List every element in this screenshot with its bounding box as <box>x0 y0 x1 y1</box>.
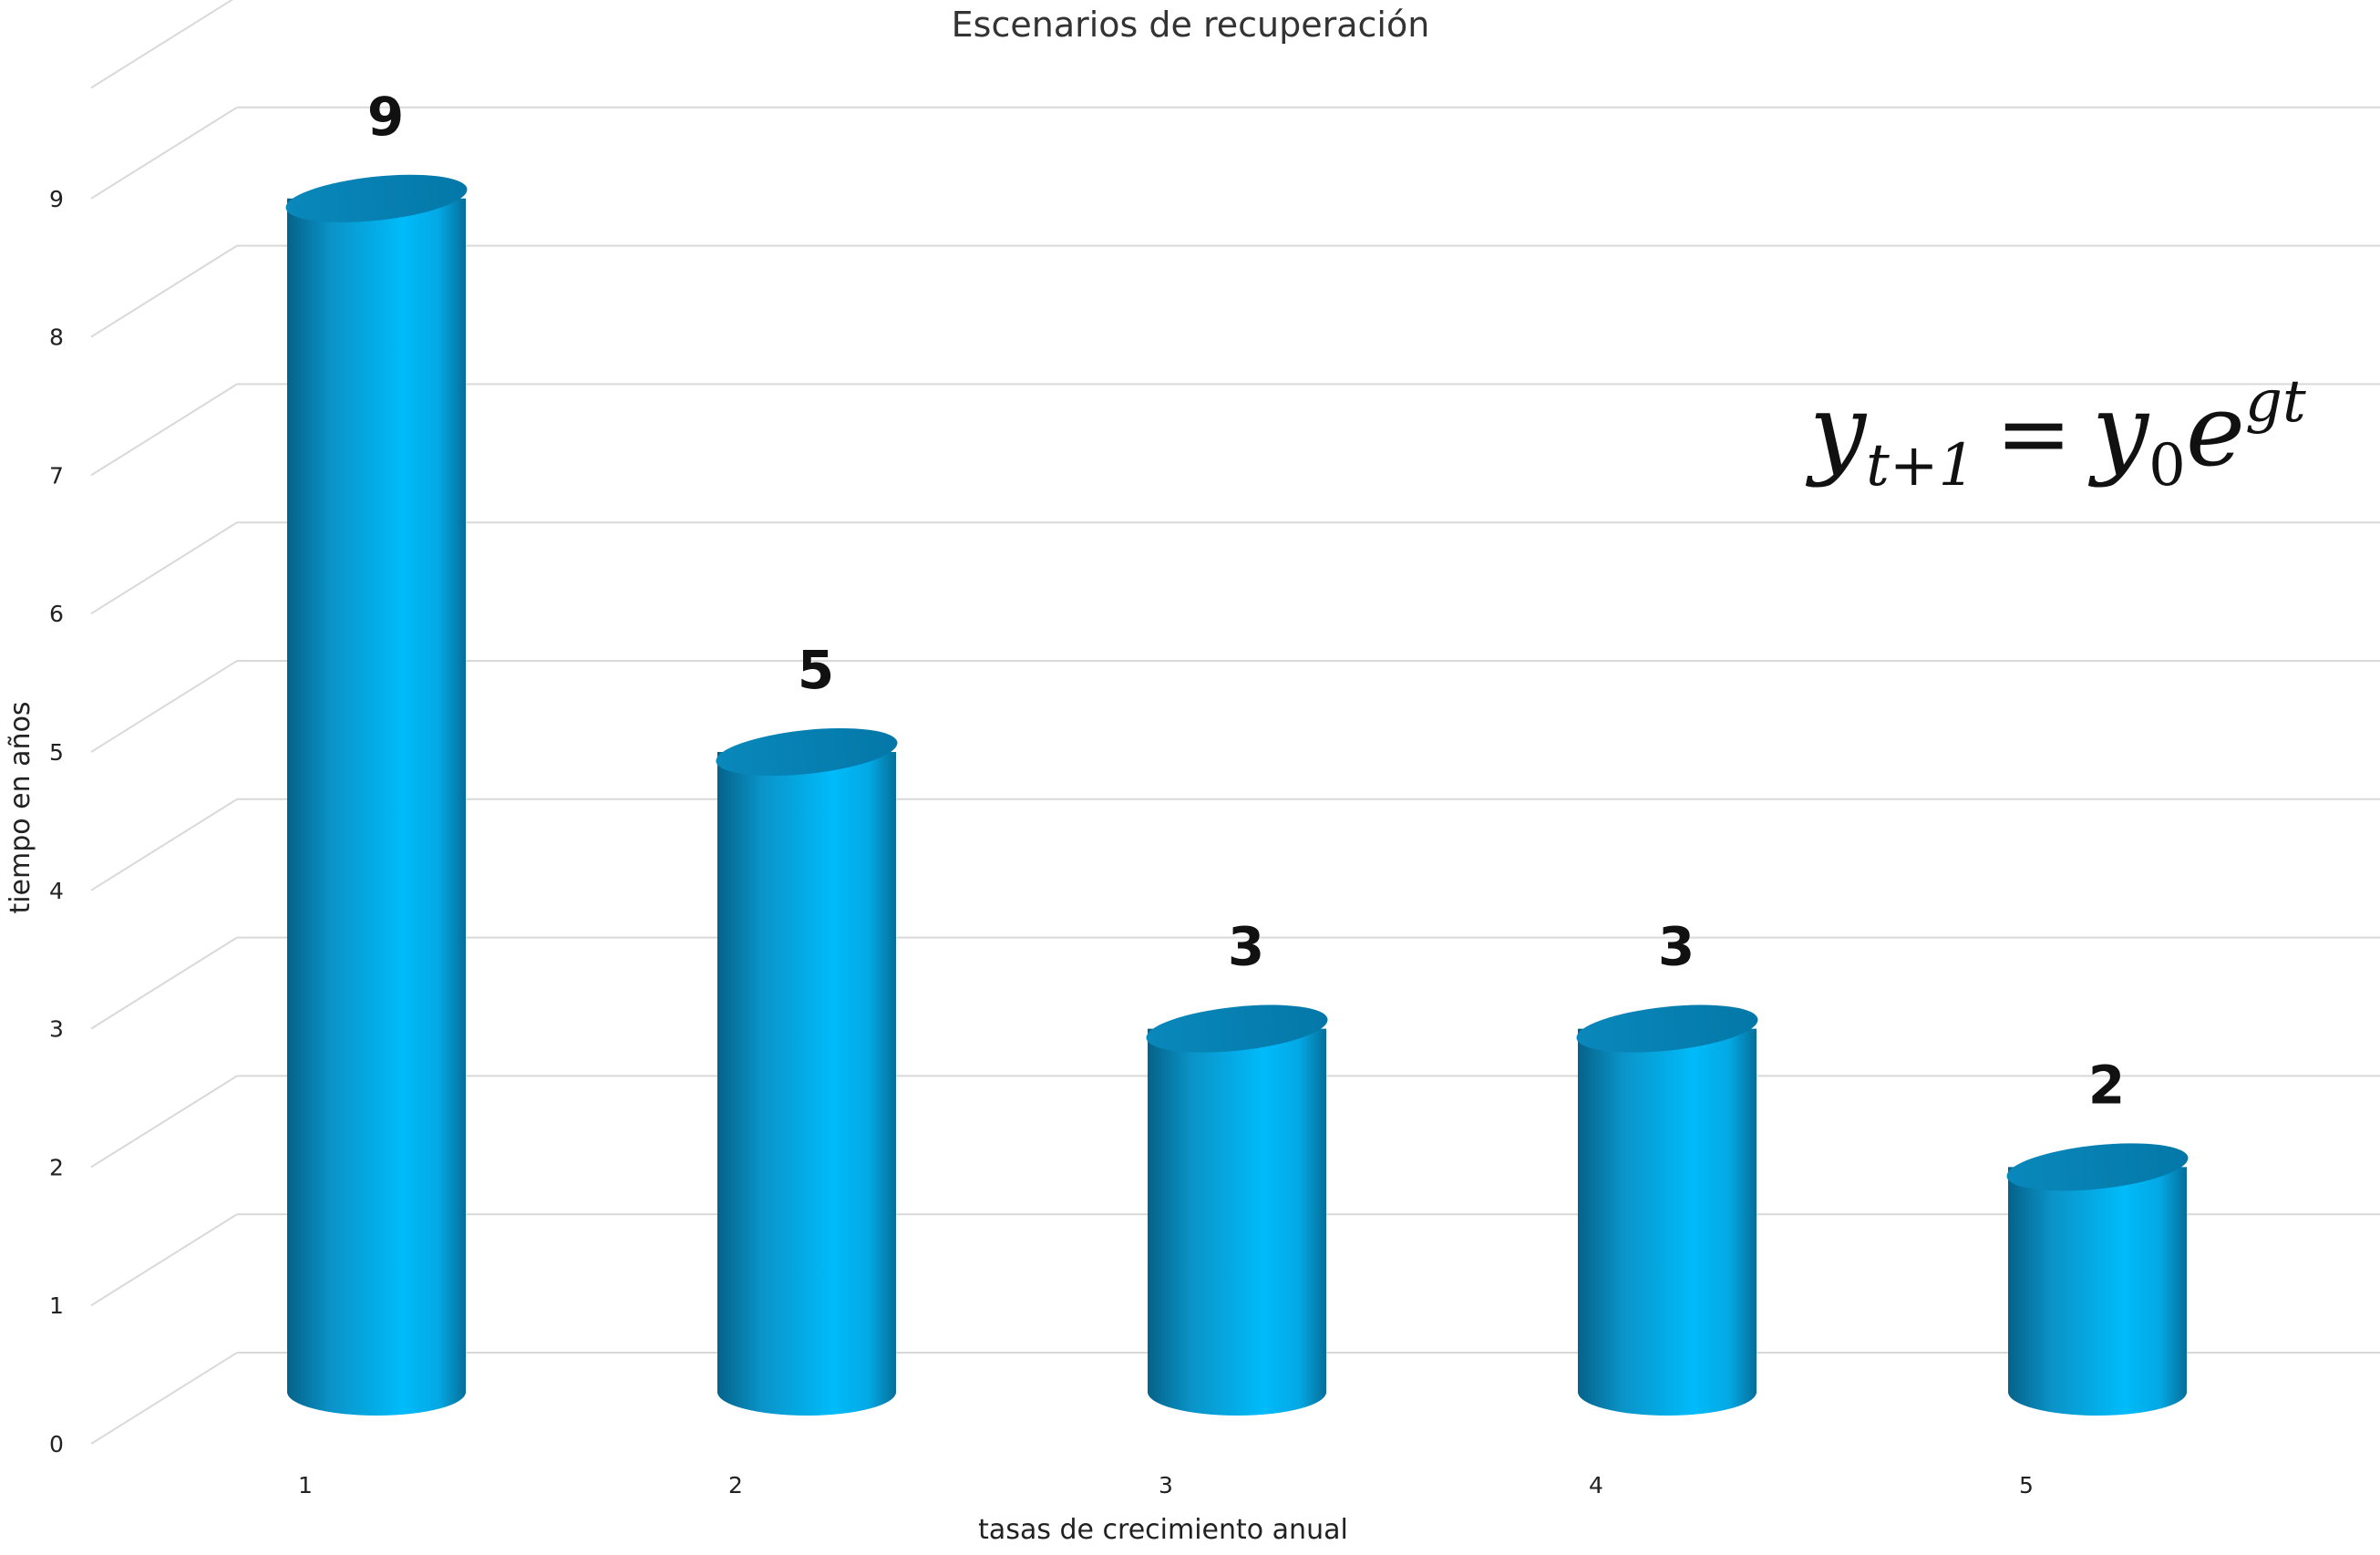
gridline-diagonal-7 <box>90 383 238 477</box>
gridline-diagonal-2 <box>90 1075 238 1169</box>
gridline-diagonal-top <box>90 0 234 89</box>
y-tick-label-2: 2 <box>49 1154 64 1180</box>
y-axis-title: tiempo en años <box>5 701 36 913</box>
gridline-diagonal-5 <box>90 660 238 753</box>
bar-top-4 <box>1576 1004 1758 1053</box>
gridline-diagonal-9 <box>90 106 238 200</box>
bar-body-3 <box>1148 1028 1326 1416</box>
bar-top-5 <box>2006 1143 2189 1191</box>
bars <box>285 174 2189 1416</box>
y-tick-label-4: 4 <box>49 878 64 904</box>
data-label-4: 3 <box>1658 916 1695 978</box>
y-tick-label-5: 5 <box>49 739 64 766</box>
gridline-diagonal-1 <box>90 1213 238 1307</box>
data-labels: 9 5 3 3 2 <box>367 86 2125 1117</box>
growth-formula: yt+1 = y0egt <box>1805 368 2306 499</box>
bar-1 <box>285 174 468 1416</box>
gridline-diagonal-4 <box>90 798 238 891</box>
data-label-5: 2 <box>2088 1054 2125 1116</box>
bar-2 <box>716 727 898 1416</box>
bar-body-2 <box>717 752 896 1416</box>
gridline-diagonal-6 <box>90 521 238 615</box>
formula-subscript-t-plus-1: t+1 <box>1866 432 1975 499</box>
formula-subscript-0: 0 <box>2148 432 2186 499</box>
bar-body-1 <box>287 198 466 1416</box>
y-tick-label-8: 8 <box>49 324 64 351</box>
x-tick-label-5: 5 <box>2019 1472 2034 1498</box>
bar-top-2 <box>716 727 898 777</box>
y-tick-label-6: 6 <box>49 601 64 627</box>
bar-body-5 <box>2008 1167 2187 1416</box>
formula-equals: = <box>1995 380 2072 487</box>
bar-body-4 <box>1578 1028 1757 1416</box>
bar-4 <box>1576 1004 1758 1416</box>
x-tick-label-3: 3 <box>1159 1472 1173 1498</box>
y-tick-label-7: 7 <box>49 462 64 489</box>
data-label-1: 9 <box>367 86 404 148</box>
y-tick-label-1: 1 <box>49 1292 64 1319</box>
gridline-diagonal-3 <box>90 936 238 1030</box>
formula-e: e <box>2186 372 2245 489</box>
x-tick-label-4: 4 <box>1589 1472 1603 1498</box>
formula-y0: y <box>2087 372 2150 489</box>
bar-3 <box>1146 1004 1328 1416</box>
bar-top-1 <box>285 174 468 222</box>
bar-5 <box>2006 1143 2189 1416</box>
data-label-2: 5 <box>798 639 834 701</box>
x-tick-label-1: 1 <box>298 1472 313 1498</box>
data-label-3: 3 <box>1228 916 1264 978</box>
formula-exponent-gt: gt <box>2245 368 2306 436</box>
chart-title: Escenarios de recuperación <box>952 5 1430 45</box>
y-axis-ticks: 0 1 2 3 4 5 6 7 8 9 <box>49 186 64 1457</box>
y-tick-label-9: 9 <box>49 186 64 212</box>
x-axis-title: tasas de crecimiento anual <box>978 1514 1348 1546</box>
y-tick-label-0: 0 <box>49 1431 64 1457</box>
formula-y: y <box>1805 372 1868 489</box>
gridline-diagonal-8 <box>90 244 238 338</box>
y-tick-label-3: 3 <box>49 1016 64 1043</box>
x-axis-ticks: 1 2 3 4 5 <box>298 1472 2034 1498</box>
bar-top-3 <box>1146 1004 1328 1053</box>
x-tick-label-2: 2 <box>728 1472 743 1498</box>
gridline-diagonal-0 <box>90 1352 238 1445</box>
